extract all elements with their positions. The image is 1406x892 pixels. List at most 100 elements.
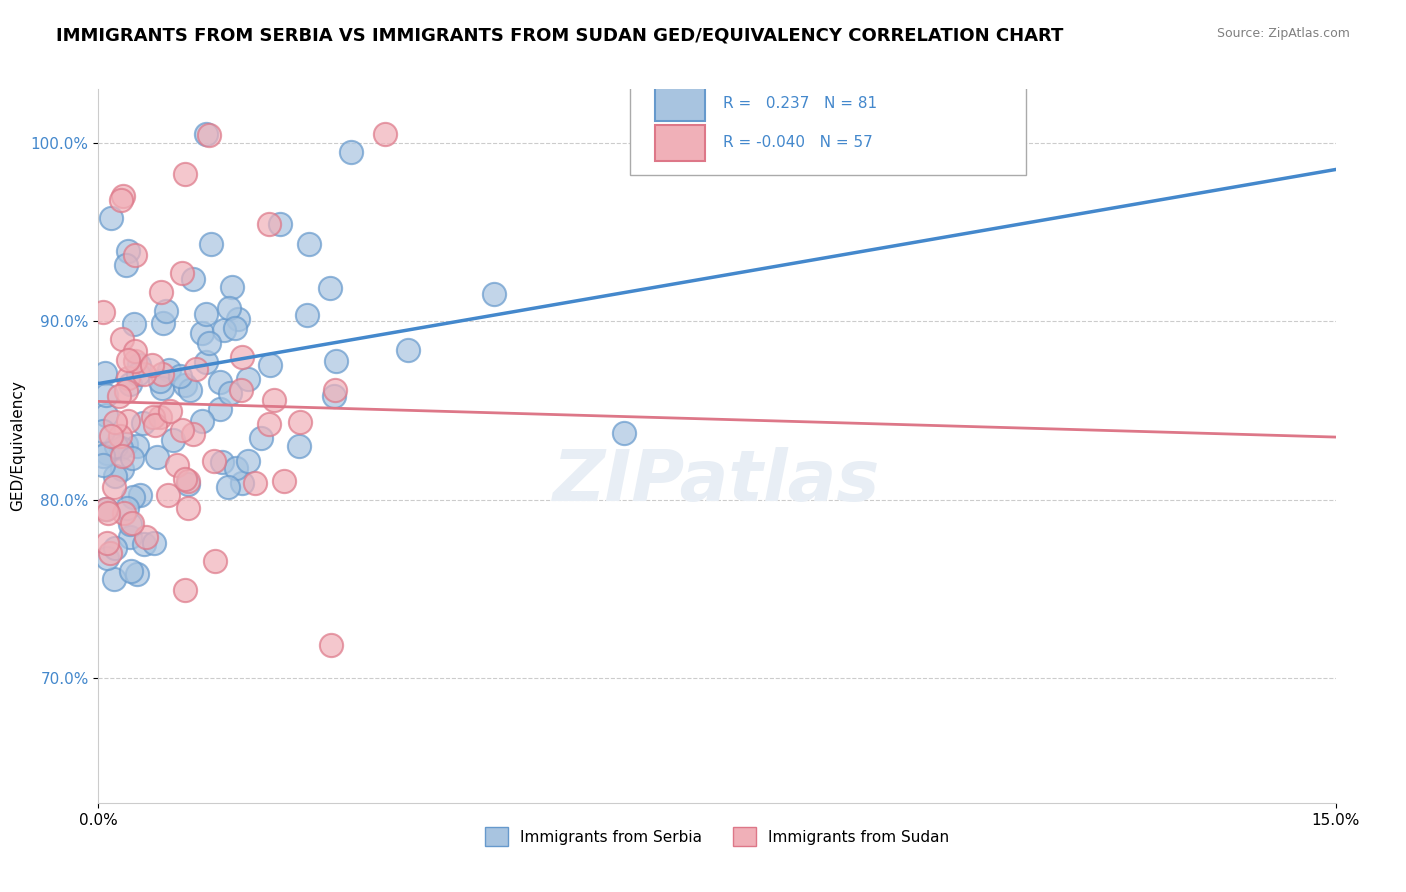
Point: [110, 441, 132, 455]
Point: [124, 354, 146, 368]
Point: [111, 332, 134, 346]
Point: [103, 480, 125, 494]
Point: [259, 358, 281, 372]
Point: [325, 354, 347, 368]
Point: [257, 417, 280, 431]
Point: [191, 326, 214, 341]
Point: [226, 312, 249, 326]
Point: [112, 189, 135, 203]
Point: [120, 377, 142, 392]
Point: [117, 244, 139, 258]
Point: [122, 317, 145, 331]
Point: [181, 426, 204, 441]
Point: [236, 453, 259, 467]
Point: [94, 502, 117, 516]
Point: [93, 458, 115, 472]
Point: [100, 429, 122, 443]
Text: R = -0.040   N = 57: R = -0.040 N = 57: [723, 136, 873, 150]
Point: [288, 415, 311, 429]
Point: [122, 490, 145, 504]
Point: [104, 415, 127, 429]
Point: [374, 127, 396, 141]
Point: [103, 572, 125, 586]
Point: [91, 424, 114, 438]
Point: [115, 258, 138, 272]
Point: [118, 530, 141, 544]
Text: IMMIGRANTS FROM SERBIA VS IMMIGRANTS FROM SUDAN GED/EQUIVALENCY CORRELATION CHAR: IMMIGRANTS FROM SERBIA VS IMMIGRANTS FRO…: [56, 27, 1063, 45]
Point: [288, 439, 311, 453]
Point: [112, 506, 135, 520]
Point: [121, 516, 143, 530]
Point: [172, 424, 194, 438]
Point: [125, 567, 148, 582]
Point: [269, 217, 291, 231]
Point: [295, 308, 318, 322]
Bar: [655, 86, 704, 121]
Point: [157, 362, 180, 376]
Point: [176, 476, 198, 491]
Point: [236, 372, 259, 386]
Point: [225, 461, 247, 475]
Point: [298, 237, 321, 252]
Point: [104, 541, 127, 555]
Text: Source: ZipAtlas.com: Source: ZipAtlas.com: [1216, 27, 1350, 40]
Point: [149, 409, 172, 424]
Point: [150, 285, 173, 299]
Point: [613, 425, 636, 440]
Point: [166, 458, 188, 472]
Point: [174, 167, 197, 181]
Point: [143, 418, 166, 433]
Point: [96, 550, 118, 565]
Point: [172, 266, 194, 280]
Point: [115, 501, 138, 516]
Point: [141, 359, 163, 373]
Point: [97, 506, 120, 520]
Point: [111, 461, 134, 475]
Point: [221, 280, 243, 294]
Point: [177, 501, 200, 516]
Point: [132, 416, 155, 430]
Point: [96, 446, 118, 460]
Point: [142, 409, 165, 424]
Text: R =   0.237   N = 81: R = 0.237 N = 81: [723, 96, 877, 111]
Point: [125, 439, 148, 453]
Point: [134, 368, 156, 382]
Point: [396, 343, 419, 357]
Point: [132, 537, 155, 551]
Point: [273, 474, 295, 488]
Point: [127, 367, 149, 381]
Point: [211, 455, 233, 469]
Bar: [655, 125, 704, 161]
FancyBboxPatch shape: [630, 68, 1026, 175]
Point: [318, 281, 340, 295]
Point: [159, 404, 181, 418]
Point: [100, 211, 122, 226]
Point: [195, 307, 218, 321]
Point: [194, 354, 217, 368]
Point: [321, 638, 343, 652]
Point: [323, 389, 346, 403]
Point: [173, 472, 195, 486]
Point: [117, 414, 139, 428]
Point: [204, 554, 226, 568]
Point: [194, 127, 217, 141]
Point: [94, 502, 117, 516]
Point: [218, 480, 240, 494]
Point: [115, 437, 138, 451]
Point: [177, 474, 200, 488]
Point: [91, 305, 114, 319]
Point: [224, 320, 246, 334]
Point: [124, 344, 146, 359]
Point: [110, 193, 132, 207]
Point: [198, 128, 221, 142]
Point: [482, 286, 505, 301]
Point: [117, 371, 139, 385]
Point: [200, 236, 222, 251]
Point: [162, 434, 184, 448]
Point: [121, 451, 143, 466]
Point: [229, 384, 252, 398]
Point: [198, 335, 221, 350]
Point: [257, 218, 280, 232]
Legend: Immigrants from Serbia, Immigrants from Sudan: Immigrants from Serbia, Immigrants from …: [479, 822, 955, 852]
Point: [150, 367, 173, 381]
